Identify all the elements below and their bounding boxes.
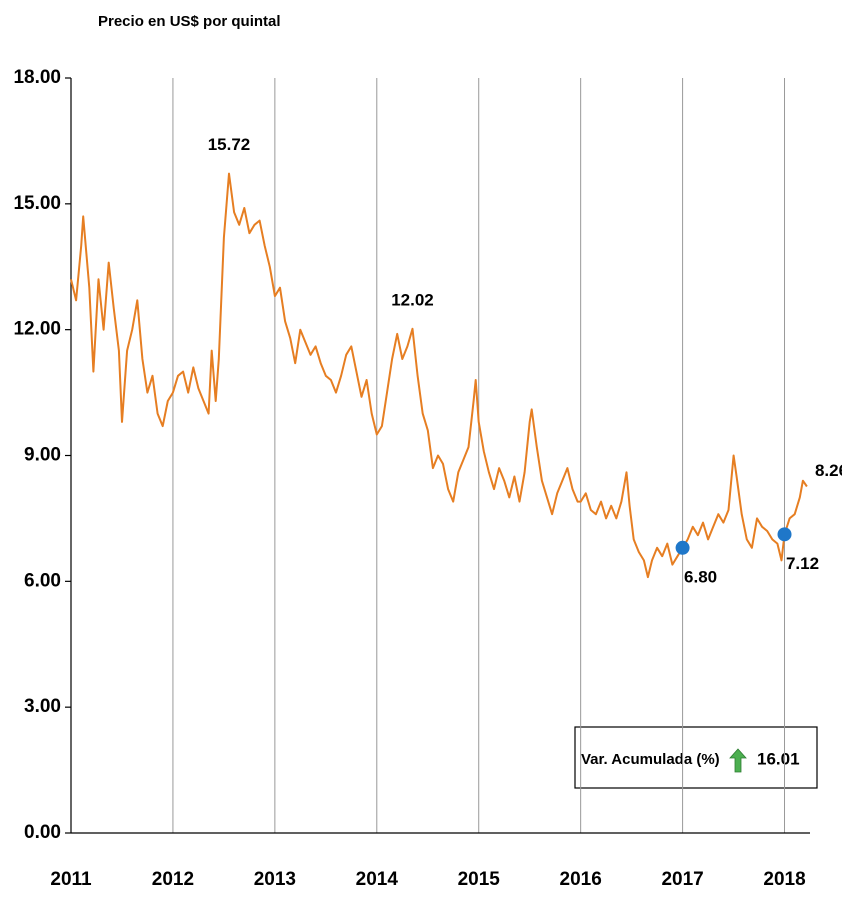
annotation: 12.02	[391, 290, 434, 309]
series-line	[70, 172, 808, 579]
x-tick-label: 2017	[661, 869, 703, 890]
x-tick-label: 2013	[254, 869, 296, 890]
x-tick-label: 2018	[763, 869, 805, 890]
summary-value: 16.01	[757, 749, 800, 768]
y-tick-label: 3.00	[24, 696, 61, 717]
x-tick-label: 2015	[458, 869, 501, 890]
marker	[777, 527, 792, 542]
y-tick-label: 15.00	[13, 193, 61, 214]
y-tick-label: 6.00	[24, 570, 61, 591]
x-tick-label: 2016	[560, 869, 602, 890]
annotation: 15.72	[208, 135, 251, 154]
y-tick-label: 18.00	[13, 67, 61, 88]
x-tick-label: 2011	[50, 869, 92, 890]
y-tick-label: 0.00	[24, 822, 61, 843]
marker-label: 7.12	[786, 554, 819, 573]
annotation: 8.26	[815, 461, 842, 480]
marker-label: 6.80	[684, 567, 717, 586]
x-tick-label: 2012	[152, 869, 194, 890]
y-tick-label: 9.00	[24, 445, 61, 466]
chart-title: Precio en US$ por quintal	[98, 13, 281, 30]
y-tick-label: 12.00	[13, 319, 61, 340]
summary-label: Var. Acumulada (%)	[581, 751, 720, 768]
summary-box	[574, 726, 818, 789]
x-tick-label: 2014	[356, 869, 399, 890]
summary-arrow	[729, 748, 747, 773]
marker	[675, 540, 690, 555]
